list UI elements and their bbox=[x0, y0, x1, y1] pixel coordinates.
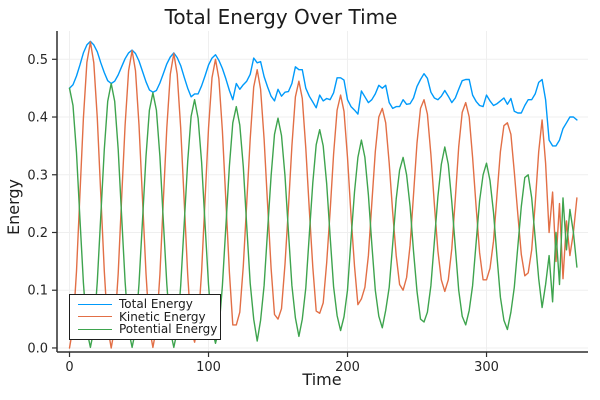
legend-line-sample bbox=[78, 303, 112, 305]
y-tick-label: 0.4 bbox=[27, 111, 48, 126]
x-tick-label: 300 bbox=[474, 360, 499, 375]
legend: Total Energy Kinetic Energy Potential Ener… bbox=[69, 294, 221, 340]
legend-line-sample bbox=[78, 316, 112, 318]
y-tick-label: 0.0 bbox=[27, 341, 48, 356]
series-line-potential-energy bbox=[68, 82, 578, 349]
legend-line-sample bbox=[78, 328, 112, 330]
legend-item: Total Energy bbox=[78, 298, 214, 311]
x-tick-label: 0 bbox=[65, 360, 73, 375]
chart-title: Total Energy Over Time bbox=[164, 5, 398, 29]
x-axis-label: Time bbox=[302, 370, 342, 389]
x-tick-label: 200 bbox=[335, 360, 360, 375]
y-axis-label: Energy bbox=[4, 179, 23, 236]
legend-label: Total Energy bbox=[119, 297, 193, 312]
legend-item: Potential Energy bbox=[78, 322, 218, 337]
y-tick-label: 0.1 bbox=[27, 284, 48, 299]
y-tick-label: 0.2 bbox=[27, 226, 48, 241]
y-tick-label: 0.5 bbox=[27, 53, 48, 68]
series-line-total-energy bbox=[68, 40, 578, 147]
legend-label: Kinetic Energy bbox=[119, 309, 206, 324]
x-tick-label: 100 bbox=[196, 360, 221, 375]
series-line-kinetic-energy bbox=[68, 41, 578, 349]
y-tick-label: 0.3 bbox=[27, 168, 48, 183]
legend-item: Kinetic Energy bbox=[78, 311, 214, 324]
legend-label: Potential Energy bbox=[119, 322, 218, 337]
